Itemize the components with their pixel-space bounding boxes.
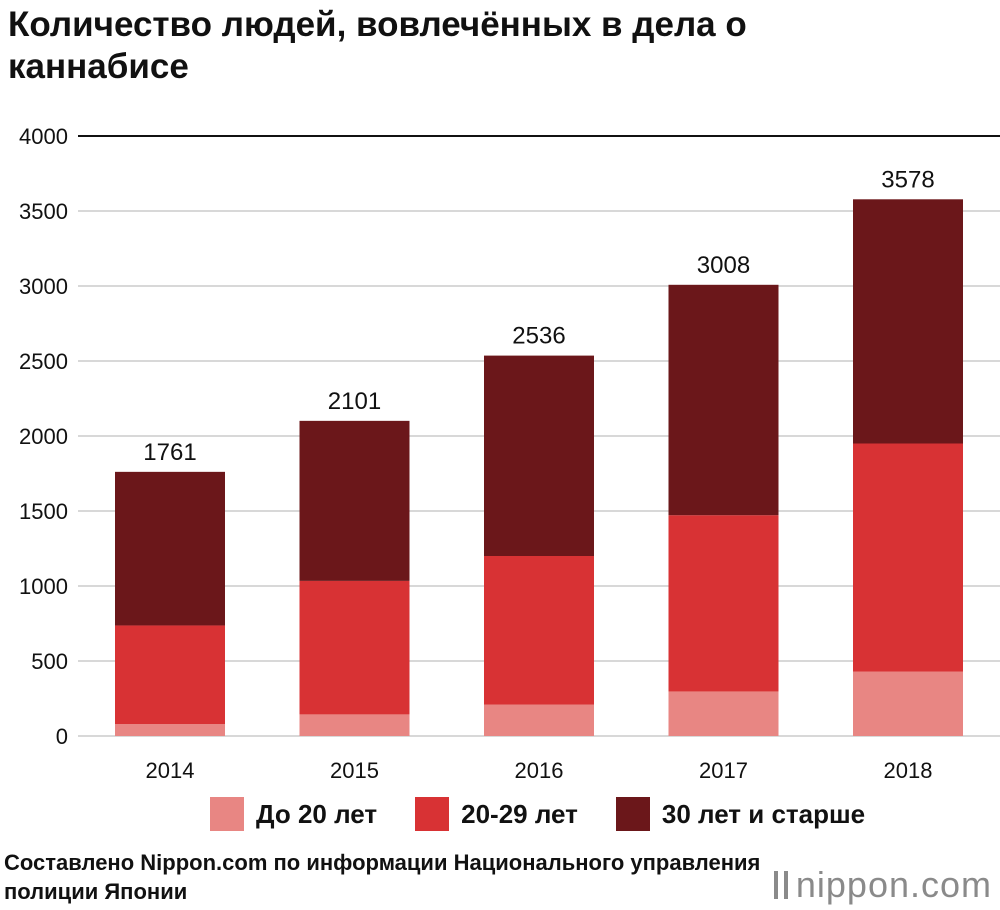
bar-2017-series-0 [668, 691, 779, 736]
total-labels: 1761 2101 2536 3008 3578 [143, 166, 934, 466]
nippon-logo: nippon .com [773, 864, 992, 906]
bar-2016-series-1 [484, 556, 594, 705]
y-tick-label-1000: 1000 [19, 574, 68, 599]
gridlines [78, 135, 1000, 737]
y-tick-label-2500: 2500 [19, 349, 68, 374]
legend-item-30-plus: 30 лет и старше [615, 797, 866, 831]
brand-name: nippon [795, 864, 910, 905]
legend-item-20-29: 20-29 лет [415, 797, 578, 831]
brand-suffix: .com [909, 864, 992, 905]
x-tick-label-2014: 2014 [146, 758, 195, 783]
bar-2015-series-0 [299, 714, 410, 736]
bar-2016-series-0 [484, 704, 594, 736]
total-label-2018: 3578 [881, 166, 934, 193]
legend-label-30-plus: 30 лет и старше [661, 798, 866, 829]
y-tick-label-2000: 2000 [19, 424, 68, 449]
total-label-2016: 2536 [512, 323, 565, 350]
x-tick-label-2015: 2015 [330, 758, 379, 783]
bar-2018-series-2 [853, 199, 963, 444]
bar-2018-series-1 [853, 443, 963, 672]
bar-2017-series-1 [668, 515, 779, 692]
bar-2015-series-2 [299, 420, 410, 581]
bar-2014-series-1 [115, 625, 225, 724]
legend-swatch-30-plus [615, 797, 650, 831]
x-tick-label-2018: 2018 [884, 758, 933, 783]
bars [115, 199, 963, 736]
legend-label-under-20: До 20 лет [256, 798, 378, 829]
total-label-2015: 2101 [328, 388, 381, 415]
stacked-bar-chart: 0 500 1000 1500 2000 2500 3000 3500 4000 1761 210… [19, 124, 1000, 783]
legend-swatch-under-20 [210, 797, 244, 831]
y-tick-label-3500: 3500 [19, 199, 68, 224]
bar-2014-series-0 [115, 724, 225, 736]
source-note: Составлено Nippon.com по информации Наци… [4, 850, 761, 904]
y-axis-ticks: 0 500 1000 1500 2000 2500 3000 3500 4000 [19, 124, 68, 749]
nippon-logo-icon [773, 871, 788, 899]
bar-2018-series-0 [853, 671, 963, 736]
legend-item-under-20: До 20 лет [210, 797, 377, 831]
y-tick-label-3000: 3000 [19, 274, 68, 299]
legend-swatch-20-29 [415, 797, 450, 831]
total-label-2014: 1761 [143, 439, 196, 466]
bar-2016-series-2 [484, 355, 594, 556]
y-tick-label-0: 0 [56, 724, 68, 749]
x-tick-label-2016: 2016 [515, 758, 564, 783]
legend-label-20-29: 20-29 лет [461, 798, 578, 829]
bar-2015-series-1 [299, 580, 410, 715]
y-tick-label-4000: 4000 [19, 124, 68, 149]
total-label-2017: 3008 [697, 252, 750, 279]
x-tick-label-2017: 2017 [699, 758, 748, 783]
bar-2017-series-2 [668, 284, 779, 516]
legend: До 20 лет 20-29 лет 30 лет и старше [210, 797, 903, 831]
chart-title: Количество людей, вовлечённых в дела о к… [8, 5, 747, 86]
x-axis-ticks: 2014 2015 2016 2017 2018 [146, 758, 933, 783]
y-tick-label-1500: 1500 [19, 499, 68, 524]
bar-2014-series-2 [115, 471, 225, 626]
y-tick-label-500: 500 [31, 649, 68, 674]
